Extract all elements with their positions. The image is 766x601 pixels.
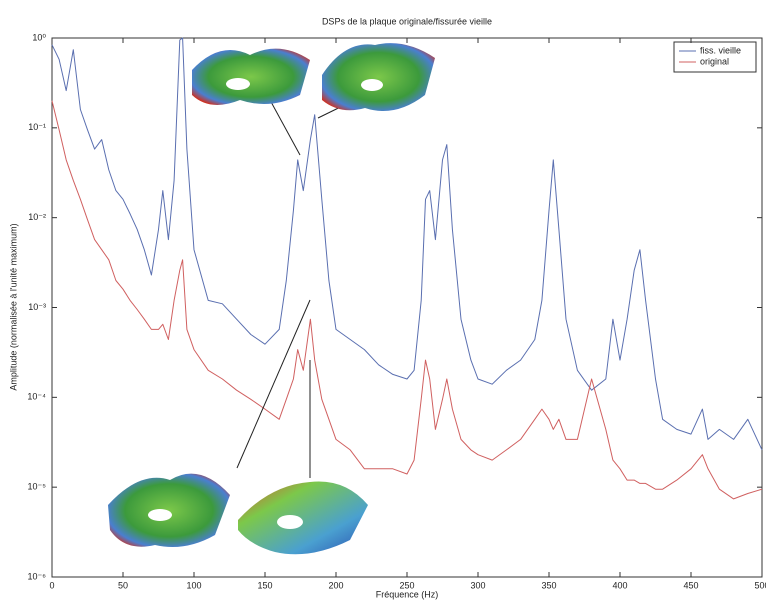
y-tick-label: 10⁻⁶ (28, 571, 47, 581)
x-tick-label: 0 (49, 580, 54, 590)
x-tick-label: 250 (399, 580, 414, 590)
plate-hole (226, 78, 250, 90)
y-tick-label: 10⁻⁴ (27, 392, 46, 402)
x-axis-label: Fréquence (Hz) (376, 589, 439, 599)
plate-hole (361, 79, 383, 91)
x-tick-label: 150 (257, 580, 272, 590)
y-axis-label: Amplitude (normalisée à l'unité maximum) (8, 223, 18, 390)
pointer-line (269, 99, 301, 156)
y-tick-label: 10⁻² (28, 212, 46, 222)
mode-shape-insets (108, 43, 435, 555)
plate-image (108, 473, 230, 548)
x-tick-label: 100 (186, 580, 201, 590)
y-tick-label: 10⁰ (32, 32, 46, 42)
plate-hole (277, 515, 303, 529)
x-tick-label: 400 (612, 580, 627, 590)
series-line (51, 100, 763, 500)
x-tick-label: 50 (118, 580, 128, 590)
chart-title: DSPs de la plaque originale/fissurée vie… (322, 16, 492, 26)
y-tick-label: 10⁻¹ (28, 122, 46, 132)
y-tick-label: 10⁻³ (28, 302, 46, 312)
x-tick-label: 300 (470, 580, 485, 590)
x-tick-label: 200 (328, 580, 343, 590)
x-tick-label: 350 (541, 580, 556, 590)
plate-image (322, 43, 435, 112)
x-tick-label: 450 (683, 580, 698, 590)
pointer-line (236, 299, 311, 469)
series-layer (51, 37, 763, 500)
x-tick-label: 500 (754, 580, 766, 590)
series-line (51, 37, 763, 451)
y-tick-label: 10⁻⁵ (28, 482, 47, 492)
legend-box (673, 41, 757, 73)
plate-image (238, 481, 368, 555)
plate-image (192, 48, 310, 105)
plate-hole (148, 509, 172, 521)
legend-label: original (700, 56, 729, 66)
legend-label: fiss. vieille (700, 45, 741, 55)
